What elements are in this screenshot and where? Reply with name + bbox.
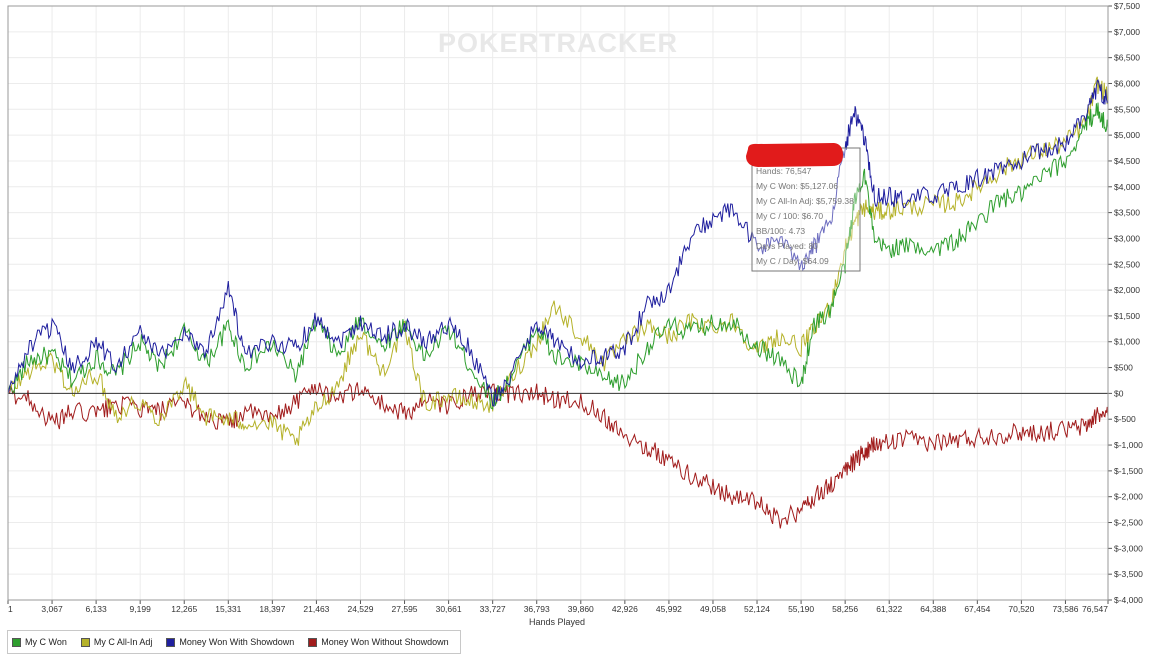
- series-line-money-won-with-showdown: [7, 79, 1109, 407]
- y-tick-label: $2,000: [1114, 285, 1140, 295]
- x-tick-label: 52,124: [744, 604, 770, 614]
- y-tick-label: $6,500: [1114, 53, 1140, 63]
- x-tick-label: 15,331: [215, 604, 241, 614]
- tooltip-line: My C / Day: $64.09: [756, 256, 829, 266]
- x-tick-label: 36,793: [524, 604, 550, 614]
- legend-swatch: [308, 637, 318, 647]
- x-tick-label: 58,256: [832, 604, 858, 614]
- y-tick-label: $-4,000: [1114, 595, 1143, 605]
- legend-item-won-with-showdown[interactable]: Money Won With Showdown: [166, 637, 294, 647]
- y-tick-label: $7,500: [1114, 1, 1140, 11]
- axes: $7,500 $7,000 $6,500 $6,000 $5,500 $5,000 $4,5…: [7, 1, 1143, 614]
- y-tick-label: $7,000: [1114, 27, 1140, 37]
- y-tick-label: $500: [1114, 363, 1133, 373]
- legend-swatch: [166, 637, 176, 647]
- x-tick-label: 55,190: [788, 604, 814, 614]
- tooltip-line: My C Won: $5,127.06: [756, 181, 838, 191]
- legend: My C Won My C All-In Adj Money Won With …: [7, 630, 461, 654]
- legend-label: Money Won With Showdown: [179, 637, 295, 647]
- series-line-my-c-won: [7, 102, 1109, 410]
- x-tick-label: 76,547: [1082, 604, 1108, 614]
- y-tick-label: $-3,500: [1114, 569, 1143, 579]
- series-line-money-won-without-showdown: [7, 382, 1109, 529]
- legend-label: My C Won: [25, 637, 67, 647]
- x-tick-label: 73,586: [1052, 604, 1078, 614]
- plot-frame: [7, 5, 1109, 601]
- tooltip: Hands: 76,547 My C Won: $5,127.06 My C All…: [746, 143, 861, 272]
- legend-item-my-c-won[interactable]: My C Won: [12, 637, 67, 647]
- tooltip-line: Hands: 76,547: [756, 166, 812, 176]
- y-tick-label: $-500: [1114, 414, 1136, 424]
- y-tick-label: $3,500: [1114, 208, 1140, 218]
- legend-swatch: [12, 637, 21, 647]
- x-tick-label: 49,058: [700, 604, 726, 614]
- tooltip-line: BB/100: 4.73: [756, 226, 805, 236]
- x-tick-label: 1: [8, 604, 13, 614]
- y-tick-label: $5,500: [1114, 104, 1140, 114]
- legend-item-won-without-showdown[interactable]: Money Won Without Showdown: [308, 637, 449, 647]
- x-tick-label: 3,067: [41, 604, 63, 614]
- y-tick-label: $0: [1114, 388, 1124, 398]
- series-line-my-c-all-in-adj: [7, 76, 1109, 446]
- tooltip-line: My C All-In Adj: $5,759.38: [756, 196, 854, 206]
- grid: [7, 5, 1109, 601]
- y-tick-label: $2,500: [1114, 259, 1140, 269]
- y-tick-label: $1,000: [1114, 337, 1140, 347]
- x-tick-label: 61,322: [876, 604, 902, 614]
- x-tick-label: 70,520: [1008, 604, 1034, 614]
- y-tick-label: $6,000: [1114, 78, 1140, 88]
- x-tick-label: 67,454: [964, 604, 990, 614]
- x-tick-label: 21,463: [303, 604, 329, 614]
- y-tick-label: $-2,500: [1114, 518, 1143, 528]
- x-axis-label: Hands Played: [529, 617, 585, 627]
- legend-label: Money Won Without Showdown: [321, 637, 449, 647]
- legend-swatch: [80, 637, 90, 647]
- x-tick-label: 9,199: [130, 604, 152, 614]
- y-tick-label: $-3,000: [1114, 543, 1143, 553]
- y-tick-label: $1,500: [1114, 311, 1140, 321]
- y-tick-label: $3,000: [1114, 233, 1140, 243]
- y-tick-label: $-1,000: [1114, 440, 1143, 450]
- x-tick-label: 12,265: [171, 604, 197, 614]
- x-tick-label: 18,397: [259, 604, 285, 614]
- x-tick-label: 24,529: [347, 604, 373, 614]
- series-layer: [7, 76, 1109, 529]
- x-tick-label: 64,388: [920, 604, 946, 614]
- x-tick-label: 6,133: [85, 604, 107, 614]
- y-tick-label: $4,500: [1114, 156, 1140, 166]
- tooltip-box: [751, 147, 861, 272]
- tooltip-line: My C / 100: $6.70: [756, 211, 823, 221]
- pokertracker-logo: POKERTRACKER: [438, 28, 678, 58]
- tooltip-line: Days Played: 80: [756, 241, 818, 251]
- y-tick-label: $-1,500: [1114, 466, 1143, 476]
- x-tick-label: 45,992: [656, 604, 682, 614]
- legend-label: My C All-In Adj: [93, 637, 153, 647]
- x-tick-label: 33,727: [480, 604, 506, 614]
- redaction-mark: [746, 143, 843, 167]
- y-tick-label: $4,000: [1114, 182, 1140, 192]
- x-tick-label: 42,926: [612, 604, 638, 614]
- x-tick-label: 27,595: [392, 604, 418, 614]
- y-tick-label: $5,000: [1114, 130, 1140, 140]
- x-tick-label: 39,860: [568, 604, 594, 614]
- x-tick-label: 30,661: [436, 604, 462, 614]
- legend-item-all-in-adj[interactable]: My C All-In Adj: [80, 637, 153, 647]
- y-tick-label: $-2,000: [1114, 492, 1143, 502]
